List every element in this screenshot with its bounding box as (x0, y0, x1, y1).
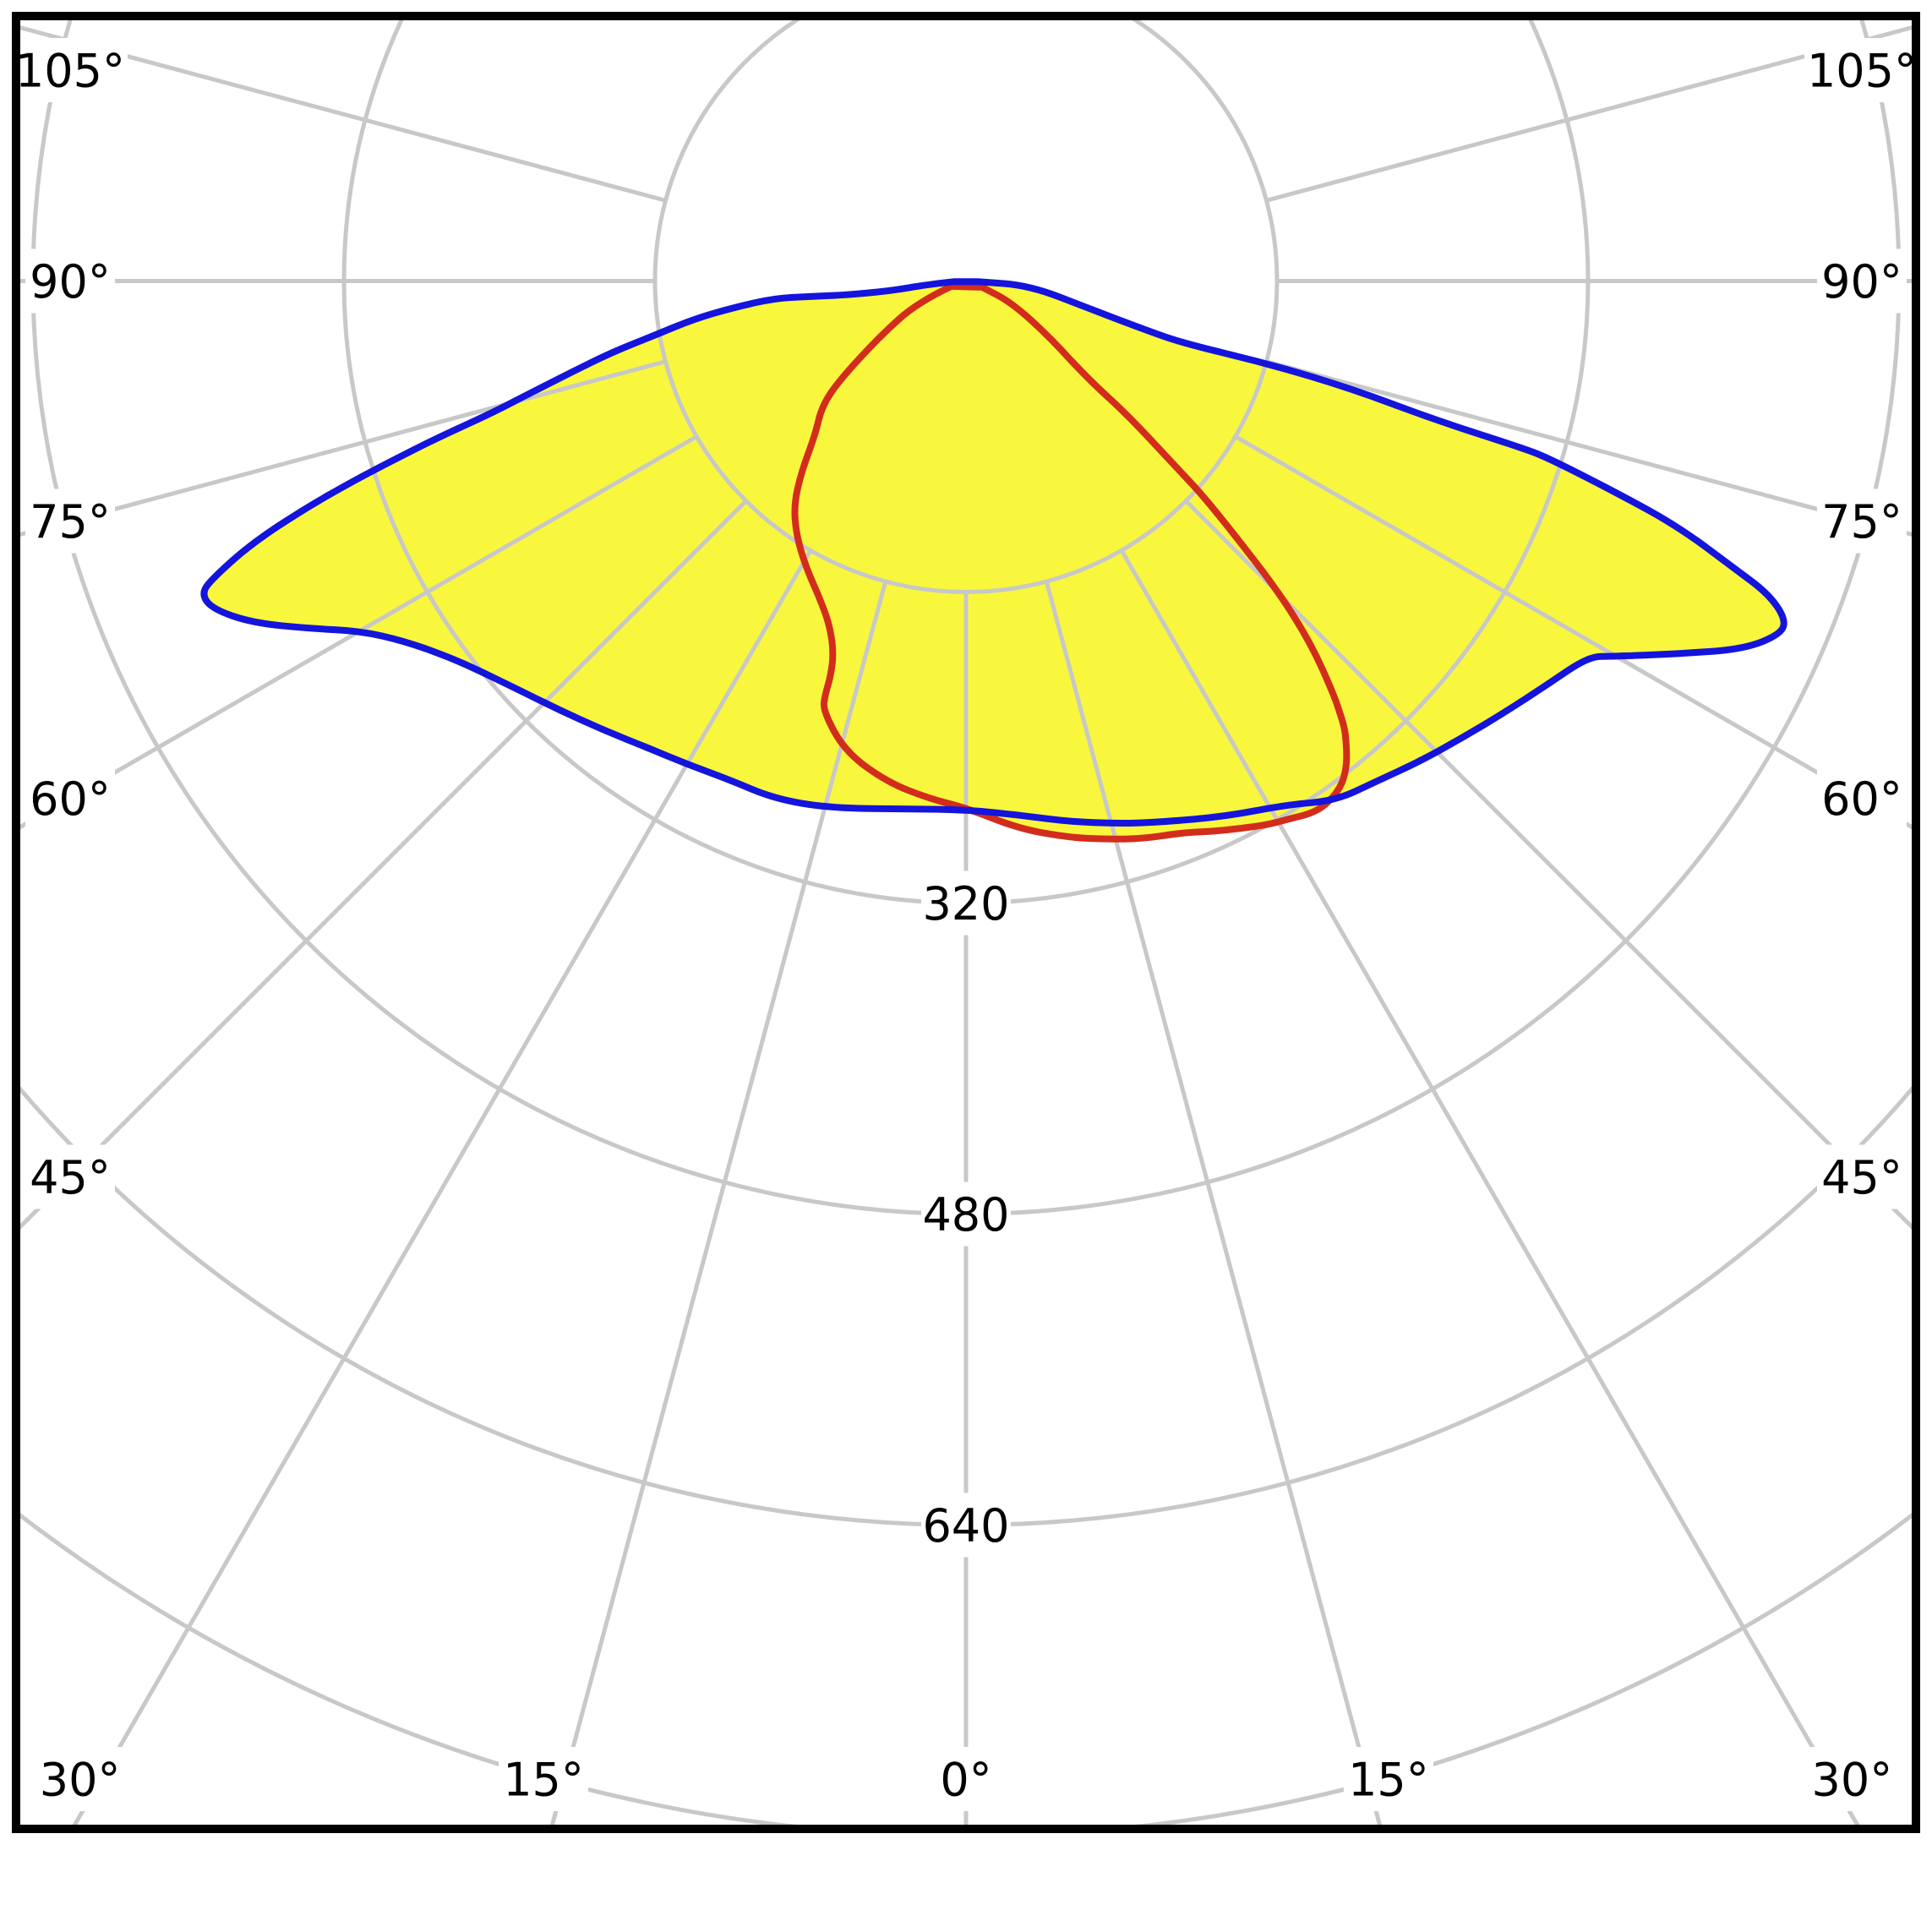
radial-label-640-mask (921, 1493, 1011, 1558)
radial-label-320-mask (921, 870, 1011, 936)
angle-label-bottom-r30-mask (1807, 1747, 1897, 1811)
angle-label-left-90: 90° (30, 255, 111, 308)
angle-label-right-90: 90° (1821, 255, 1902, 308)
axis-labels-layer: 105° 90° 75° 60° 45° 105° 90° 75° 60° 45° 30° 15° 0°… (13, 38, 1919, 1811)
angle-label-right-45-mask (1817, 1144, 1907, 1209)
angle-label-left-105: 105° (15, 44, 125, 97)
angle-label-bottom-r15: 15° (1348, 1753, 1429, 1806)
angle-label-bottom-r0-mask (934, 1747, 998, 1811)
angle-label-right-90-mask (1817, 248, 1907, 314)
angle-label-bottom-l30: 30° (40, 1753, 121, 1806)
angle-label-left-75-mask (25, 488, 115, 554)
angle-label-left-45: 45° (30, 1151, 111, 1204)
intensity-curves-layer (200, 278, 1787, 843)
grid-spoke-15 (1044, 581, 1384, 1829)
angle-label-bottom-r15-mask (1343, 1747, 1433, 1811)
radial-label-480: 480 (922, 1188, 1009, 1242)
curve-c0-c180-blue (200, 278, 1787, 827)
grid-spoke--45 (16, 499, 748, 1235)
grid-spoke--75 (16, 359, 667, 538)
grid-spoke-45 (1184, 499, 1916, 1235)
grid-spoke--15 (548, 581, 888, 1829)
angle-label-right-60-mask (1817, 766, 1907, 831)
angle-label-left-90-mask (25, 248, 115, 314)
angle-label-bottom-l15: 15° (503, 1753, 584, 1806)
radial-label-640: 640 (922, 1499, 1009, 1553)
angle-label-bottom-l15-mask (499, 1747, 589, 1811)
angle-label-bottom-l30-mask (35, 1747, 125, 1811)
radial-label-320: 320 (922, 877, 1009, 931)
angle-label-right-105: 105° (1807, 44, 1917, 97)
angle-label-bottom-r30: 30° (1811, 1753, 1892, 1806)
grid-spoke-60 (1234, 434, 1916, 832)
angle-label-right-75-mask (1817, 488, 1907, 554)
angle-label-right-45: 45° (1821, 1151, 1902, 1204)
angle-label-bottom-r0: 0° (940, 1753, 991, 1806)
grid-spoke-75 (1265, 359, 1916, 538)
angle-label-left-45-mask (25, 1144, 115, 1209)
angle-label-left-60-mask (25, 766, 115, 831)
angle-label-left-105-mask (13, 38, 128, 102)
angle-label-right-60: 60° (1821, 772, 1902, 826)
chart-frame-border (12, 12, 1920, 1833)
curve-c90-c270-red (791, 282, 1351, 843)
angle-label-left-60: 60° (30, 772, 111, 826)
angle-label-right-75: 75° (1821, 495, 1902, 548)
angle-label-right-105-mask (1804, 38, 1919, 102)
radial-label-480-mask (921, 1182, 1011, 1247)
grid-spoke--60 (16, 434, 698, 832)
grid-spoke--30 (69, 548, 813, 1829)
grid-spoke-105 (1265, 24, 1916, 203)
angle-label-left-75: 75° (30, 495, 111, 548)
grid-spoke--105 (16, 24, 667, 203)
